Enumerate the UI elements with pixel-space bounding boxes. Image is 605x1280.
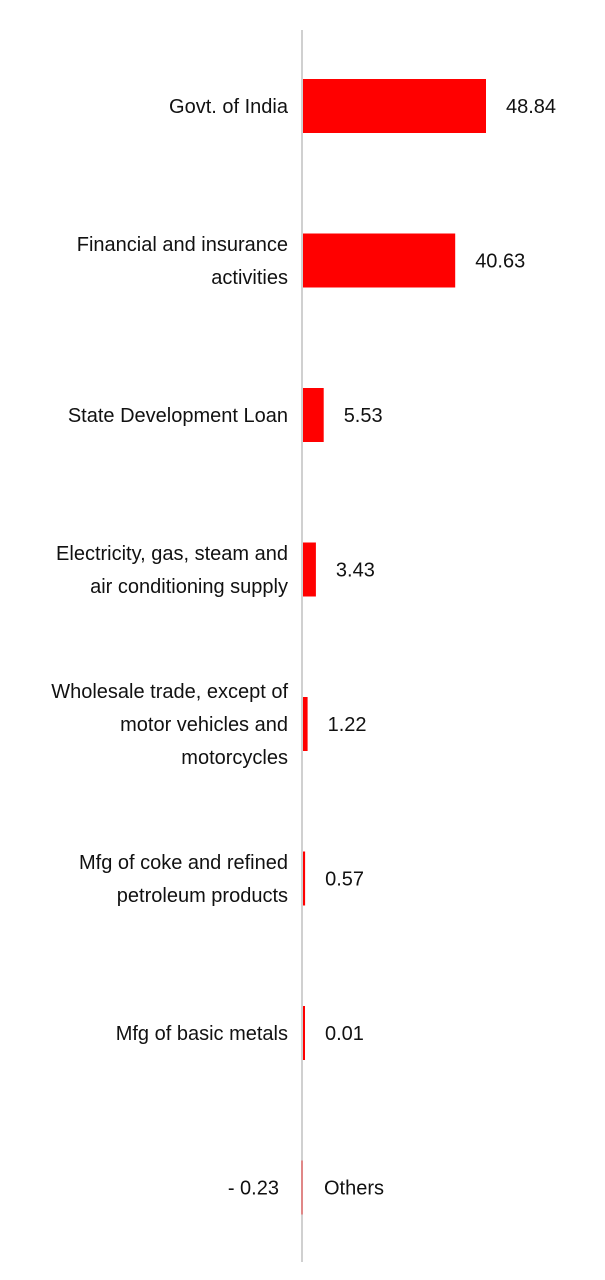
bar-2 — [303, 388, 324, 442]
bar-4 — [303, 697, 308, 751]
category-label-line: air conditioning supply — [90, 576, 288, 598]
value-label-3: 3.43 — [336, 560, 375, 582]
category-label-0: Govt. of India — [169, 96, 289, 118]
value-label-6: 0.01 — [325, 1023, 364, 1045]
category-label-line: Mfg of basic metals — [116, 1023, 288, 1045]
labels-group: 48.84 Govt. of India 40.63 Financial and in… — [51, 96, 556, 1200]
category-label-line: motor vehicles and — [120, 714, 288, 736]
value-label-5: 0.57 — [325, 869, 364, 891]
category-label-line: Electricity, gas, steam and — [56, 543, 288, 565]
category-label-7: Others — [324, 1178, 384, 1200]
category-label-line: Wholesale trade, except of — [51, 681, 288, 703]
bar-3 — [303, 542, 316, 597]
category-label-1: Financial and insurance activities — [77, 234, 288, 289]
category-label-2: State Development Loan — [68, 405, 288, 427]
value-label-7: - 0.23 — [228, 1178, 279, 1200]
category-label-5: Mfg of coke and refined petroleum product… — [79, 852, 288, 907]
bar-1 — [303, 233, 456, 288]
bars-group — [301, 79, 486, 1215]
value-label-2: 5.53 — [344, 405, 383, 427]
category-label-line: activities — [211, 267, 288, 289]
category-label-line: Financial and insurance — [77, 234, 288, 256]
category-label-line: motorcycles — [181, 747, 288, 769]
category-label-line: Govt. of India — [169, 96, 289, 118]
category-label-6: Mfg of basic metals — [116, 1023, 288, 1045]
value-label-1: 40.63 — [475, 251, 525, 273]
bar-0 — [303, 79, 486, 133]
category-label-line: petroleum products — [117, 885, 288, 907]
value-label-4: 1.22 — [328, 714, 367, 736]
bar-5 — [303, 851, 306, 906]
bar-6 — [303, 1006, 305, 1060]
value-label-0: 48.84 — [506, 96, 556, 118]
category-label-line: State Development Loan — [68, 405, 288, 427]
category-label-4: Wholesale trade, except of motor vehicles… — [51, 681, 288, 769]
category-label-line: Others — [324, 1178, 384, 1200]
bar-7 — [301, 1160, 303, 1215]
category-label-3: Electricity, gas, steam and air condition… — [56, 543, 288, 598]
category-label-line: Mfg of coke and refined — [79, 852, 288, 874]
